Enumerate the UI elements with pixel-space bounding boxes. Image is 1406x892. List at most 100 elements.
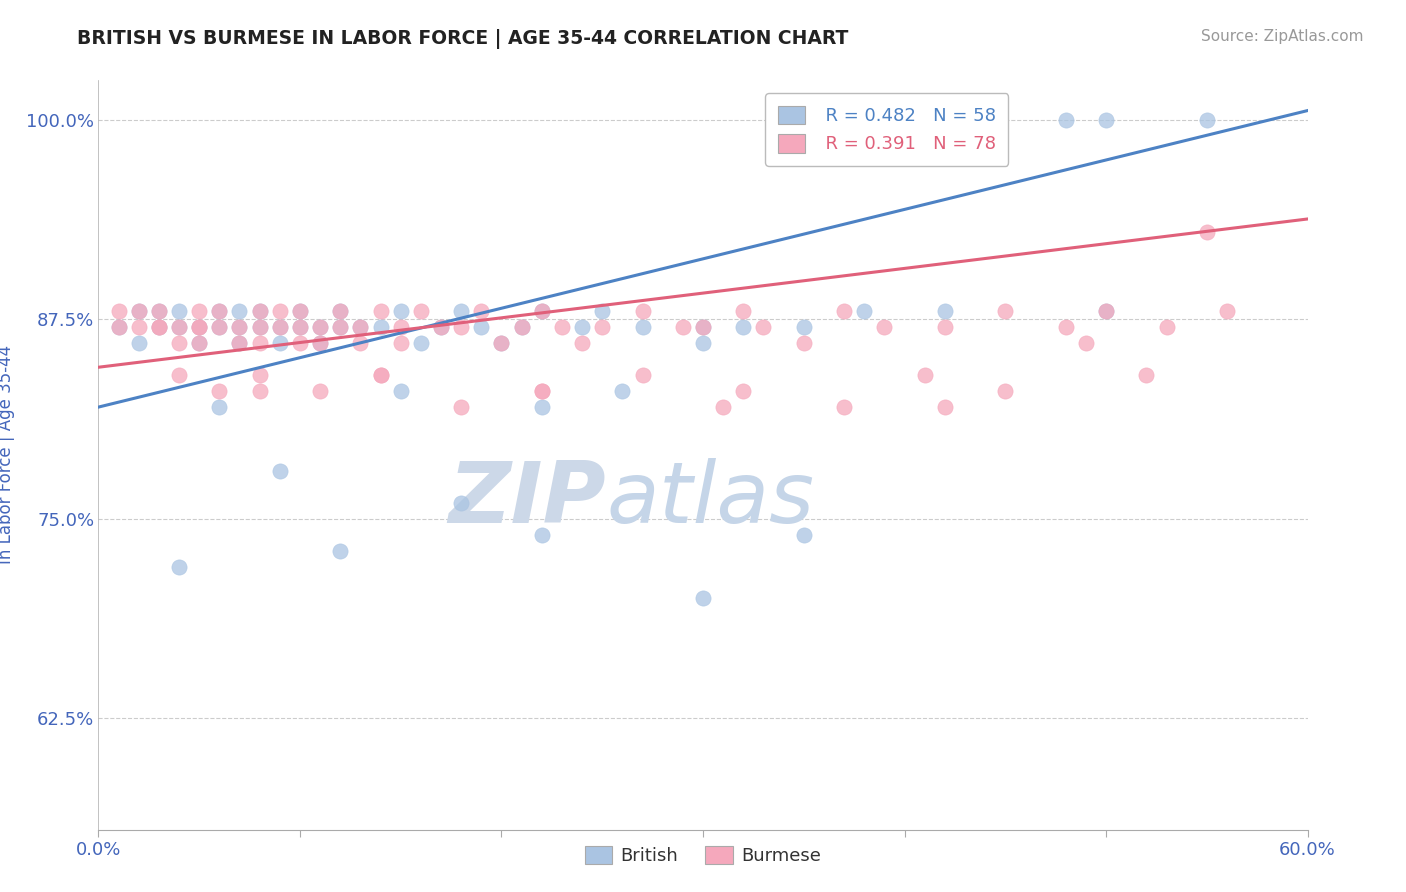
Point <box>188 320 211 334</box>
Point <box>288 304 311 318</box>
Point <box>288 320 311 334</box>
Point <box>1054 320 1077 334</box>
Point <box>370 304 392 318</box>
Point <box>530 304 553 318</box>
Point <box>167 336 190 351</box>
Point <box>1054 113 1077 128</box>
Point <box>1156 320 1178 334</box>
Point <box>1095 304 1118 318</box>
Point <box>208 304 231 318</box>
Point <box>208 320 231 334</box>
Point <box>530 304 553 318</box>
Point <box>530 384 553 399</box>
Y-axis label: In Labor Force | Age 35-44: In Labor Force | Age 35-44 <box>0 345 15 565</box>
Point <box>269 464 291 478</box>
Point <box>450 304 472 318</box>
Point <box>591 304 613 318</box>
Point <box>793 336 815 351</box>
Point <box>692 336 714 351</box>
Point <box>208 320 231 334</box>
Point <box>1074 336 1097 351</box>
Text: ZIP: ZIP <box>449 458 606 541</box>
Point <box>430 320 453 334</box>
Point <box>309 384 332 399</box>
Point <box>128 320 150 334</box>
Point <box>692 591 714 606</box>
Point <box>288 336 311 351</box>
Point <box>269 304 291 318</box>
Point <box>249 320 271 334</box>
Point <box>288 320 311 334</box>
Point <box>1135 368 1157 383</box>
Point <box>309 320 332 334</box>
Point <box>914 368 936 383</box>
Point <box>148 320 170 334</box>
Point <box>450 496 472 510</box>
Point <box>128 304 150 318</box>
Point <box>208 400 231 414</box>
Point <box>530 527 553 541</box>
Point <box>934 400 956 414</box>
Point <box>832 400 855 414</box>
Point <box>269 336 291 351</box>
Point <box>612 384 634 399</box>
Point <box>107 320 129 334</box>
Point <box>249 336 271 351</box>
Point <box>329 304 352 318</box>
Point <box>167 320 190 334</box>
Point <box>832 304 855 318</box>
Text: Source: ZipAtlas.com: Source: ZipAtlas.com <box>1201 29 1364 44</box>
Point <box>692 320 714 334</box>
Point <box>148 320 170 334</box>
Point <box>249 320 271 334</box>
Point <box>591 320 613 334</box>
Point <box>309 320 332 334</box>
Point <box>167 320 190 334</box>
Point <box>450 320 472 334</box>
Legend: British, Burmese: British, Burmese <box>575 837 831 874</box>
Point <box>793 527 815 541</box>
Point <box>128 336 150 351</box>
Point <box>470 304 492 318</box>
Point <box>934 320 956 334</box>
Point <box>329 304 352 318</box>
Point <box>853 304 876 318</box>
Point <box>409 304 432 318</box>
Point <box>994 304 1017 318</box>
Point <box>228 320 250 334</box>
Point <box>349 320 371 334</box>
Point <box>269 320 291 334</box>
Point <box>329 543 352 558</box>
Point <box>228 304 250 318</box>
Point <box>148 304 170 318</box>
Point <box>994 384 1017 399</box>
Point <box>389 384 412 399</box>
Point <box>631 304 654 318</box>
Point <box>188 304 211 318</box>
Point <box>934 304 956 318</box>
Point <box>167 368 190 383</box>
Point <box>370 368 392 383</box>
Point <box>470 320 492 334</box>
Point <box>309 336 332 351</box>
Point <box>208 304 231 318</box>
Text: atlas: atlas <box>606 458 814 541</box>
Point <box>510 320 533 334</box>
Point <box>389 304 412 318</box>
Point <box>228 336 250 351</box>
Point <box>692 320 714 334</box>
Legend:   R = 0.482   N = 58,   R = 0.391   N = 78: R = 0.482 N = 58, R = 0.391 N = 78 <box>765 93 1008 166</box>
Point <box>148 304 170 318</box>
Point <box>389 320 412 334</box>
Point <box>107 304 129 318</box>
Point <box>1095 304 1118 318</box>
Text: BRITISH VS BURMESE IN LABOR FORCE | AGE 35-44 CORRELATION CHART: BRITISH VS BURMESE IN LABOR FORCE | AGE … <box>77 29 849 48</box>
Point <box>510 320 533 334</box>
Point <box>430 320 453 334</box>
Point <box>107 320 129 334</box>
Point <box>631 320 654 334</box>
Point <box>249 304 271 318</box>
Point <box>733 320 755 334</box>
Point <box>249 368 271 383</box>
Point <box>530 384 553 399</box>
